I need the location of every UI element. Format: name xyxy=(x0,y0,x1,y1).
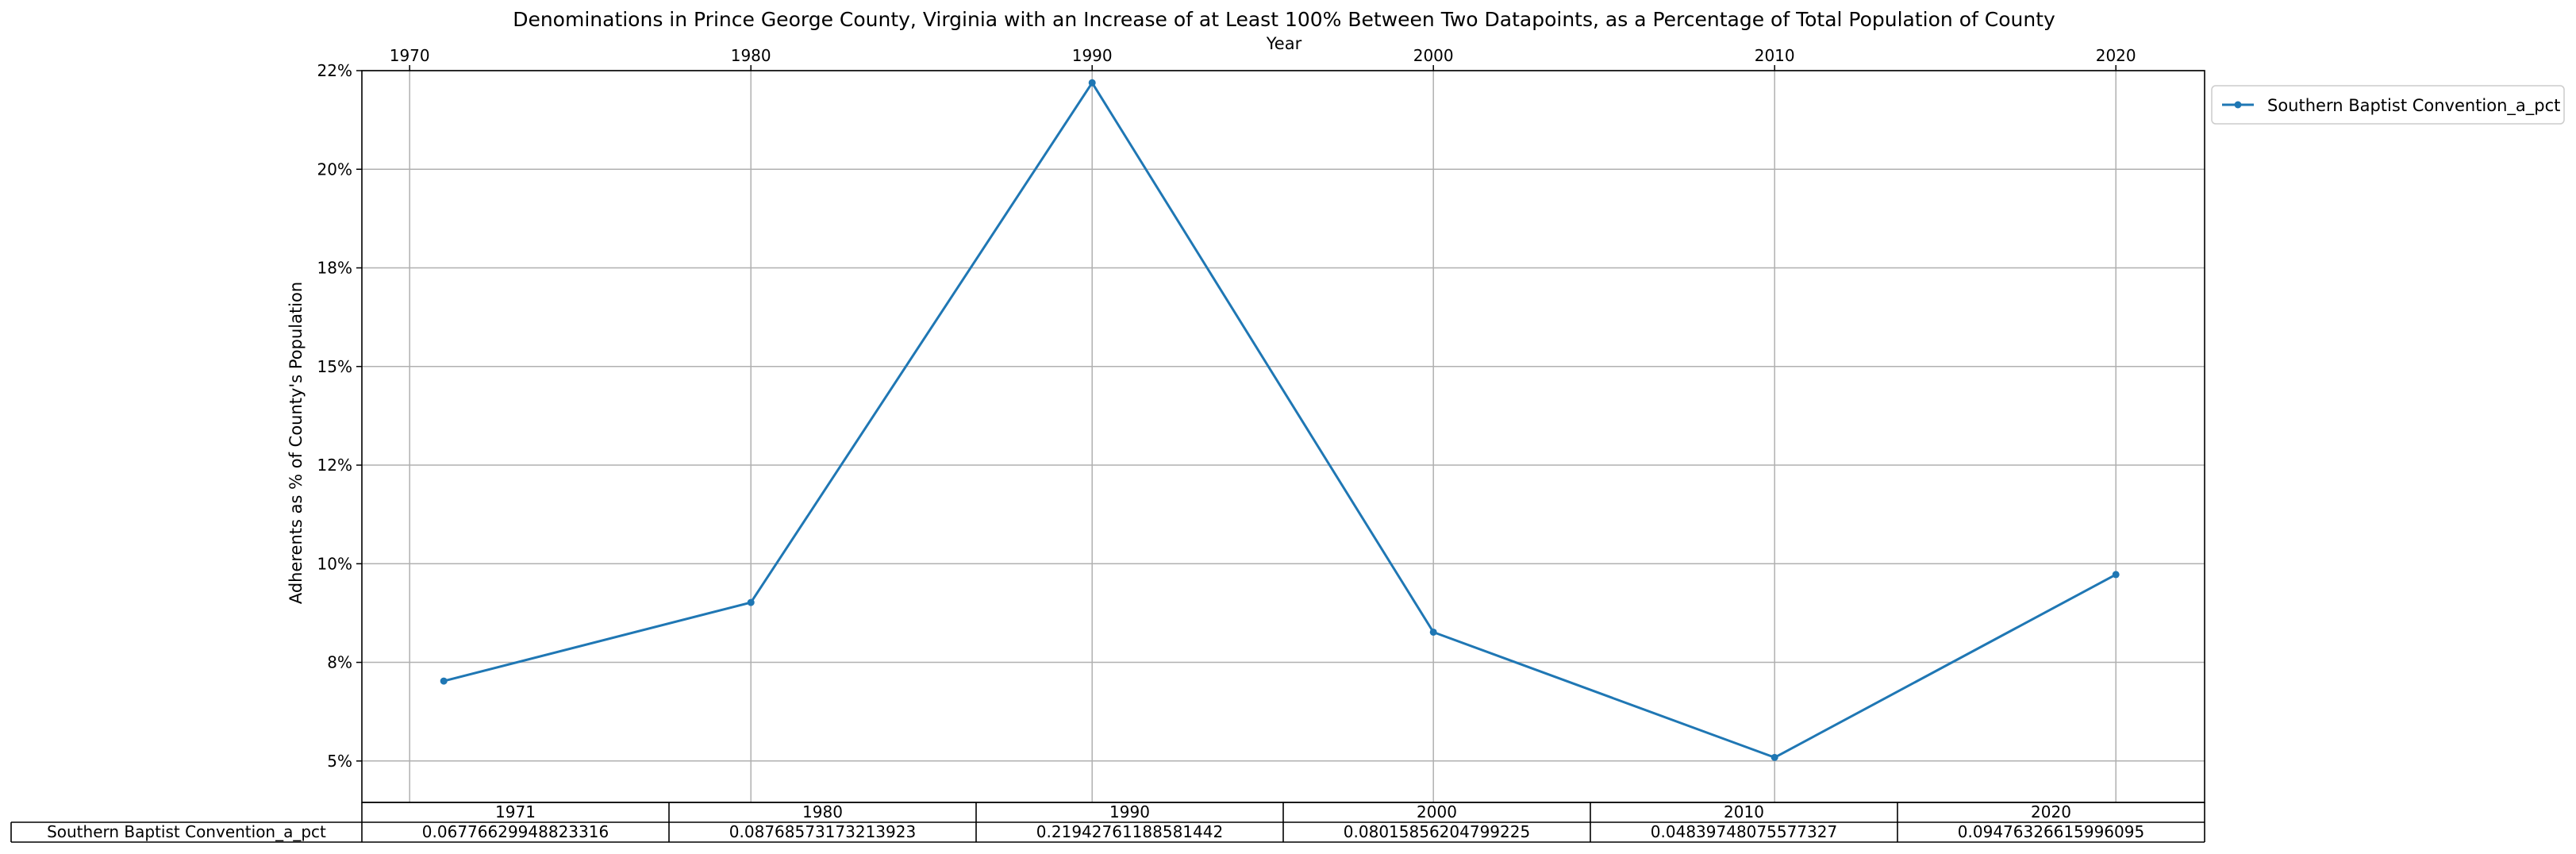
x-tick-label: 1990 xyxy=(1072,46,1113,65)
table-column-header: 2010 xyxy=(1724,802,1764,821)
axis-ticks: 1970 1980 1990 2000 2010 2020 5% 8% 10% 12% 15% 18%… xyxy=(317,46,2136,771)
y-tick-label: 18% xyxy=(317,259,352,278)
x-tick-label: 2010 xyxy=(1755,46,1795,65)
table-row-label: Southern Baptist Convention_a_pct xyxy=(47,822,326,841)
x-tick-label: 2020 xyxy=(2096,46,2136,65)
table-cell: 0.09476326615996095 xyxy=(1958,822,2144,841)
data-table: 1971 1980 1990 2000 2010 2020 Southern Baptist… xyxy=(10,802,2205,843)
data-point xyxy=(1771,753,1778,761)
data-point xyxy=(1088,79,1096,87)
legend: Southern Baptist Convention_a_pct xyxy=(2211,85,2565,125)
y-tick-label: 10% xyxy=(317,554,352,573)
x-tick-label: 2000 xyxy=(1413,46,1454,65)
y-tick-label: 22% xyxy=(317,61,352,80)
table-column-header: 1980 xyxy=(802,802,843,821)
x-tick-label: 1970 xyxy=(390,46,430,65)
legend-entry-label: Southern Baptist Convention_a_pct xyxy=(2267,96,2560,116)
table-column-header: 2020 xyxy=(2031,802,2071,821)
table-column-header: 1971 xyxy=(495,802,536,821)
series-layer xyxy=(440,79,2120,761)
y-tick-label: 8% xyxy=(327,653,352,672)
table-cell: 0.08768573173213923 xyxy=(729,822,916,841)
y-tick-label: 5% xyxy=(327,752,352,771)
table-cell: 0.04839748075577327 xyxy=(1651,822,1837,841)
y-tick-label: 20% xyxy=(317,160,352,179)
table-cell: 0.21942761188581442 xyxy=(1036,822,1223,841)
table-column-header: 2000 xyxy=(1417,802,1457,821)
y-tick-label: 15% xyxy=(317,357,352,376)
data-point xyxy=(1429,628,1437,636)
plot-area xyxy=(361,70,2205,803)
x-axis-label: Year xyxy=(1266,34,1302,53)
gridlines xyxy=(362,70,2205,802)
y-axis-label: Adherents as % of County's Population xyxy=(286,282,306,604)
legend-point-marker xyxy=(2234,101,2242,109)
data-point xyxy=(2112,571,2120,579)
data-point xyxy=(747,598,755,606)
y-tick-label: 12% xyxy=(317,456,352,475)
table-column-header: 1990 xyxy=(1109,802,1150,821)
legend-box xyxy=(2211,85,2565,125)
x-tick-label: 1980 xyxy=(731,46,771,65)
table-cell: 0.08015856204799225 xyxy=(1344,822,1530,841)
series-line xyxy=(443,81,2117,759)
table-cell: 0.06776629948823316 xyxy=(422,822,609,841)
data-point xyxy=(440,677,448,685)
chart-title: Denominations in Prince George County, V… xyxy=(513,8,2055,31)
